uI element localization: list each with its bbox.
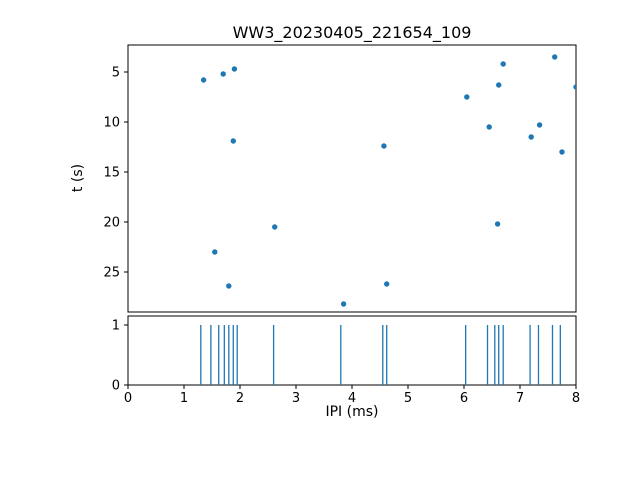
x-tick-label: 4 — [348, 391, 356, 406]
scatter-point — [384, 281, 390, 287]
scatter-point — [486, 124, 492, 130]
scatter-point — [226, 283, 232, 289]
y-tick-label: 1 — [112, 319, 120, 334]
scatter-point — [200, 77, 207, 83]
x-tick-label: 2 — [236, 391, 244, 406]
x-tick-label: 5 — [404, 391, 412, 406]
scatter-point — [500, 61, 506, 67]
y-tick-label: 25 — [103, 266, 120, 281]
x-axis-label: IPI (ms) — [325, 404, 379, 420]
scatter-point — [272, 224, 278, 230]
bottom-axes-frame — [127, 315, 577, 386]
y-tick-label: 0 — [112, 379, 120, 394]
scatter-point — [212, 249, 218, 255]
y-tick-label: 10 — [103, 116, 120, 131]
x-tick-label: 3 — [292, 391, 300, 406]
chart-title: WW3_20230405_221654_109 — [232, 23, 472, 42]
scatter-point — [464, 94, 470, 100]
event-lines-group — [200, 325, 561, 385]
scatter-point — [494, 221, 501, 227]
scatter-point — [552, 54, 558, 60]
scatter-point — [573, 84, 576, 90]
x-tick-label: 0 — [124, 391, 132, 406]
y-tick-label: 5 — [112, 66, 120, 81]
scatter-point — [528, 134, 534, 140]
top-axes-frame — [127, 44, 577, 313]
y-tick-label: 20 — [103, 216, 120, 231]
x-tick-label: 7 — [516, 391, 524, 406]
scatter-point — [381, 143, 387, 149]
x-tick-label: 8 — [572, 391, 580, 406]
y-axis-label: t (s) — [70, 163, 86, 193]
scatter-point — [340, 301, 347, 307]
scatter-point — [230, 138, 236, 144]
y-tick-label: 15 — [103, 166, 120, 181]
scatter-point — [496, 82, 502, 88]
scatter-point — [231, 66, 238, 72]
x-tick-label: 1 — [180, 391, 188, 406]
scatter-point — [220, 71, 226, 77]
scatter-points-group — [200, 54, 576, 307]
scatter-point — [536, 122, 543, 128]
scatter-point — [559, 149, 565, 155]
x-tick-label: 6 — [460, 391, 468, 406]
